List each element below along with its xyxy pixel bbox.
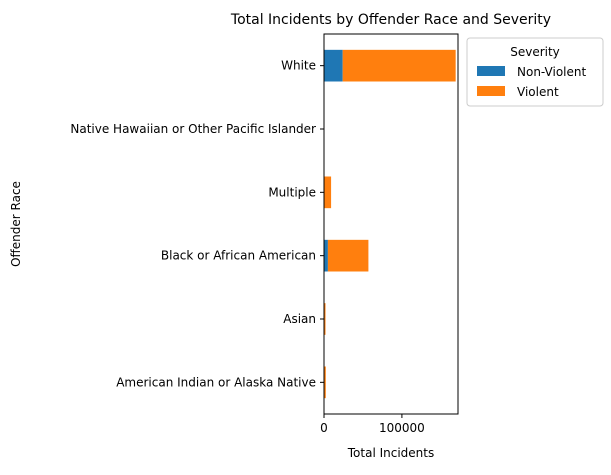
bar-non-violent-2 bbox=[324, 240, 328, 272]
y-axis-label: Offender Race bbox=[9, 181, 23, 267]
bar-non-violent-5 bbox=[324, 50, 343, 82]
bar-violent-3 bbox=[324, 177, 331, 209]
legend: Severity Non-Violent Violent bbox=[467, 38, 603, 106]
legend-swatch bbox=[477, 86, 505, 96]
plot-frame bbox=[324, 34, 458, 414]
legend-label: Violent bbox=[517, 85, 559, 99]
legend-swatch bbox=[477, 66, 505, 76]
chart-title: Total Incidents by Offender Race and Sev… bbox=[230, 12, 551, 28]
y-tick-label: Multiple bbox=[268, 185, 316, 199]
y-tick-label: Asian bbox=[283, 312, 316, 326]
bar-violent-2 bbox=[328, 240, 369, 272]
y-tick-label: White bbox=[281, 59, 316, 73]
bars-layer bbox=[324, 50, 456, 398]
legend-title: Severity bbox=[510, 45, 560, 59]
y-tick-label: Native Hawaiian or Other Pacific Islande… bbox=[70, 122, 316, 136]
y-tick-label: American Indian or Alaska Native bbox=[116, 375, 316, 389]
bar-violent-5 bbox=[343, 50, 456, 82]
x-tick-label: 0 bbox=[320, 421, 328, 435]
y-tick-label: Black or African American bbox=[161, 249, 316, 263]
x-axis-label: Total Incidents bbox=[347, 446, 434, 460]
y-axis-ticks: American Indian or Alaska Native Asian Bla… bbox=[70, 59, 324, 390]
x-tick-label: 100000 bbox=[379, 421, 425, 435]
legend-label: Non-Violent bbox=[517, 65, 586, 79]
x-axis-ticks: 0 100000 bbox=[320, 414, 425, 435]
